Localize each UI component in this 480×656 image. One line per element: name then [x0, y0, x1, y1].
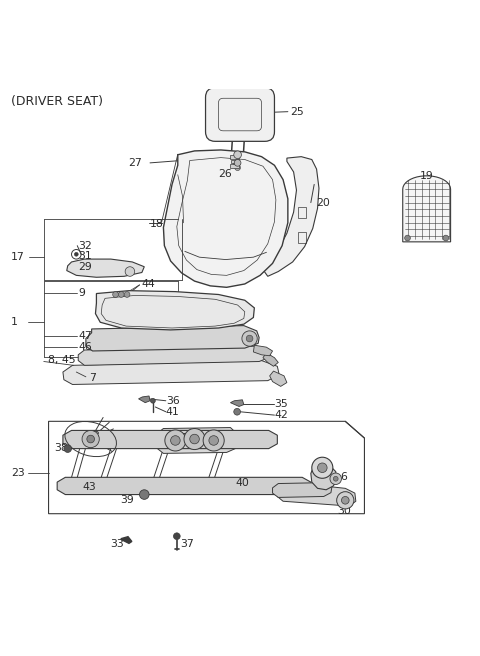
Circle shape: [125, 267, 135, 276]
Polygon shape: [63, 430, 277, 449]
Circle shape: [234, 151, 241, 159]
Polygon shape: [263, 157, 319, 276]
Polygon shape: [121, 537, 132, 543]
Polygon shape: [311, 460, 336, 490]
Circle shape: [235, 165, 240, 171]
Polygon shape: [57, 478, 311, 495]
Text: (DRIVER SEAT): (DRIVER SEAT): [11, 94, 103, 108]
Polygon shape: [78, 346, 271, 365]
Circle shape: [234, 409, 240, 415]
Circle shape: [242, 331, 257, 346]
Circle shape: [405, 235, 410, 241]
Circle shape: [333, 476, 338, 481]
Polygon shape: [86, 325, 259, 351]
Circle shape: [233, 161, 240, 167]
Circle shape: [87, 435, 95, 443]
FancyBboxPatch shape: [205, 88, 275, 141]
Text: 41: 41: [166, 407, 180, 417]
Text: 30: 30: [337, 506, 351, 516]
Circle shape: [64, 445, 72, 453]
Polygon shape: [163, 150, 288, 287]
Text: 3: 3: [93, 431, 99, 441]
Polygon shape: [273, 483, 332, 497]
Polygon shape: [156, 428, 238, 453]
Text: 40: 40: [235, 478, 249, 488]
Text: 5: 5: [181, 433, 189, 443]
Bar: [231, 159, 239, 163]
Circle shape: [184, 428, 205, 449]
Circle shape: [318, 463, 327, 472]
Polygon shape: [96, 291, 254, 330]
Polygon shape: [270, 371, 287, 386]
Text: 17: 17: [11, 252, 25, 262]
Text: 42: 42: [275, 410, 288, 420]
Text: 2: 2: [321, 462, 327, 473]
Text: 29: 29: [78, 262, 92, 272]
Circle shape: [173, 533, 180, 539]
Text: 23: 23: [11, 468, 25, 478]
Circle shape: [140, 490, 149, 499]
Text: 33: 33: [110, 539, 123, 549]
Circle shape: [336, 492, 354, 509]
Circle shape: [151, 398, 156, 403]
Polygon shape: [63, 361, 279, 384]
Polygon shape: [403, 176, 451, 242]
Circle shape: [234, 159, 241, 166]
Text: 9: 9: [79, 287, 85, 298]
Circle shape: [312, 457, 333, 478]
Circle shape: [209, 436, 218, 445]
Text: 20: 20: [317, 197, 330, 207]
Text: 35: 35: [275, 399, 288, 409]
Text: 32: 32: [78, 241, 92, 251]
Circle shape: [82, 430, 99, 447]
Text: 38: 38: [54, 443, 68, 453]
Text: 25: 25: [290, 107, 304, 117]
Bar: [230, 164, 239, 169]
Text: 39: 39: [120, 495, 134, 505]
Circle shape: [190, 434, 199, 444]
Circle shape: [170, 436, 180, 445]
Circle shape: [165, 430, 186, 451]
Polygon shape: [230, 400, 244, 407]
Polygon shape: [139, 396, 150, 403]
Circle shape: [246, 335, 253, 342]
Text: 8, 45: 8, 45: [48, 355, 75, 365]
Text: 18: 18: [150, 218, 164, 229]
Text: 4: 4: [215, 440, 222, 450]
Circle shape: [113, 292, 119, 297]
Circle shape: [341, 497, 349, 504]
Text: 37: 37: [180, 539, 194, 549]
Text: 6: 6: [340, 472, 348, 482]
Polygon shape: [263, 353, 278, 366]
Circle shape: [330, 473, 341, 485]
Bar: [299, 232, 306, 243]
Text: 27: 27: [128, 158, 142, 168]
Text: 1: 1: [11, 318, 18, 327]
Polygon shape: [67, 259, 144, 277]
Text: 36: 36: [166, 396, 180, 406]
Text: 43: 43: [82, 482, 96, 492]
Bar: [230, 155, 239, 159]
Text: 31: 31: [78, 251, 92, 261]
Text: 19: 19: [420, 171, 433, 181]
Text: 46: 46: [79, 342, 93, 352]
Text: 7: 7: [89, 373, 96, 383]
Bar: [299, 207, 306, 218]
Polygon shape: [253, 345, 273, 356]
Text: 44: 44: [142, 279, 156, 289]
Text: 47: 47: [79, 331, 93, 340]
Circle shape: [443, 235, 449, 241]
Circle shape: [119, 292, 124, 297]
Circle shape: [124, 292, 130, 297]
Circle shape: [74, 253, 78, 256]
Polygon shape: [277, 482, 356, 506]
Circle shape: [203, 430, 224, 451]
Text: 26: 26: [218, 169, 232, 179]
